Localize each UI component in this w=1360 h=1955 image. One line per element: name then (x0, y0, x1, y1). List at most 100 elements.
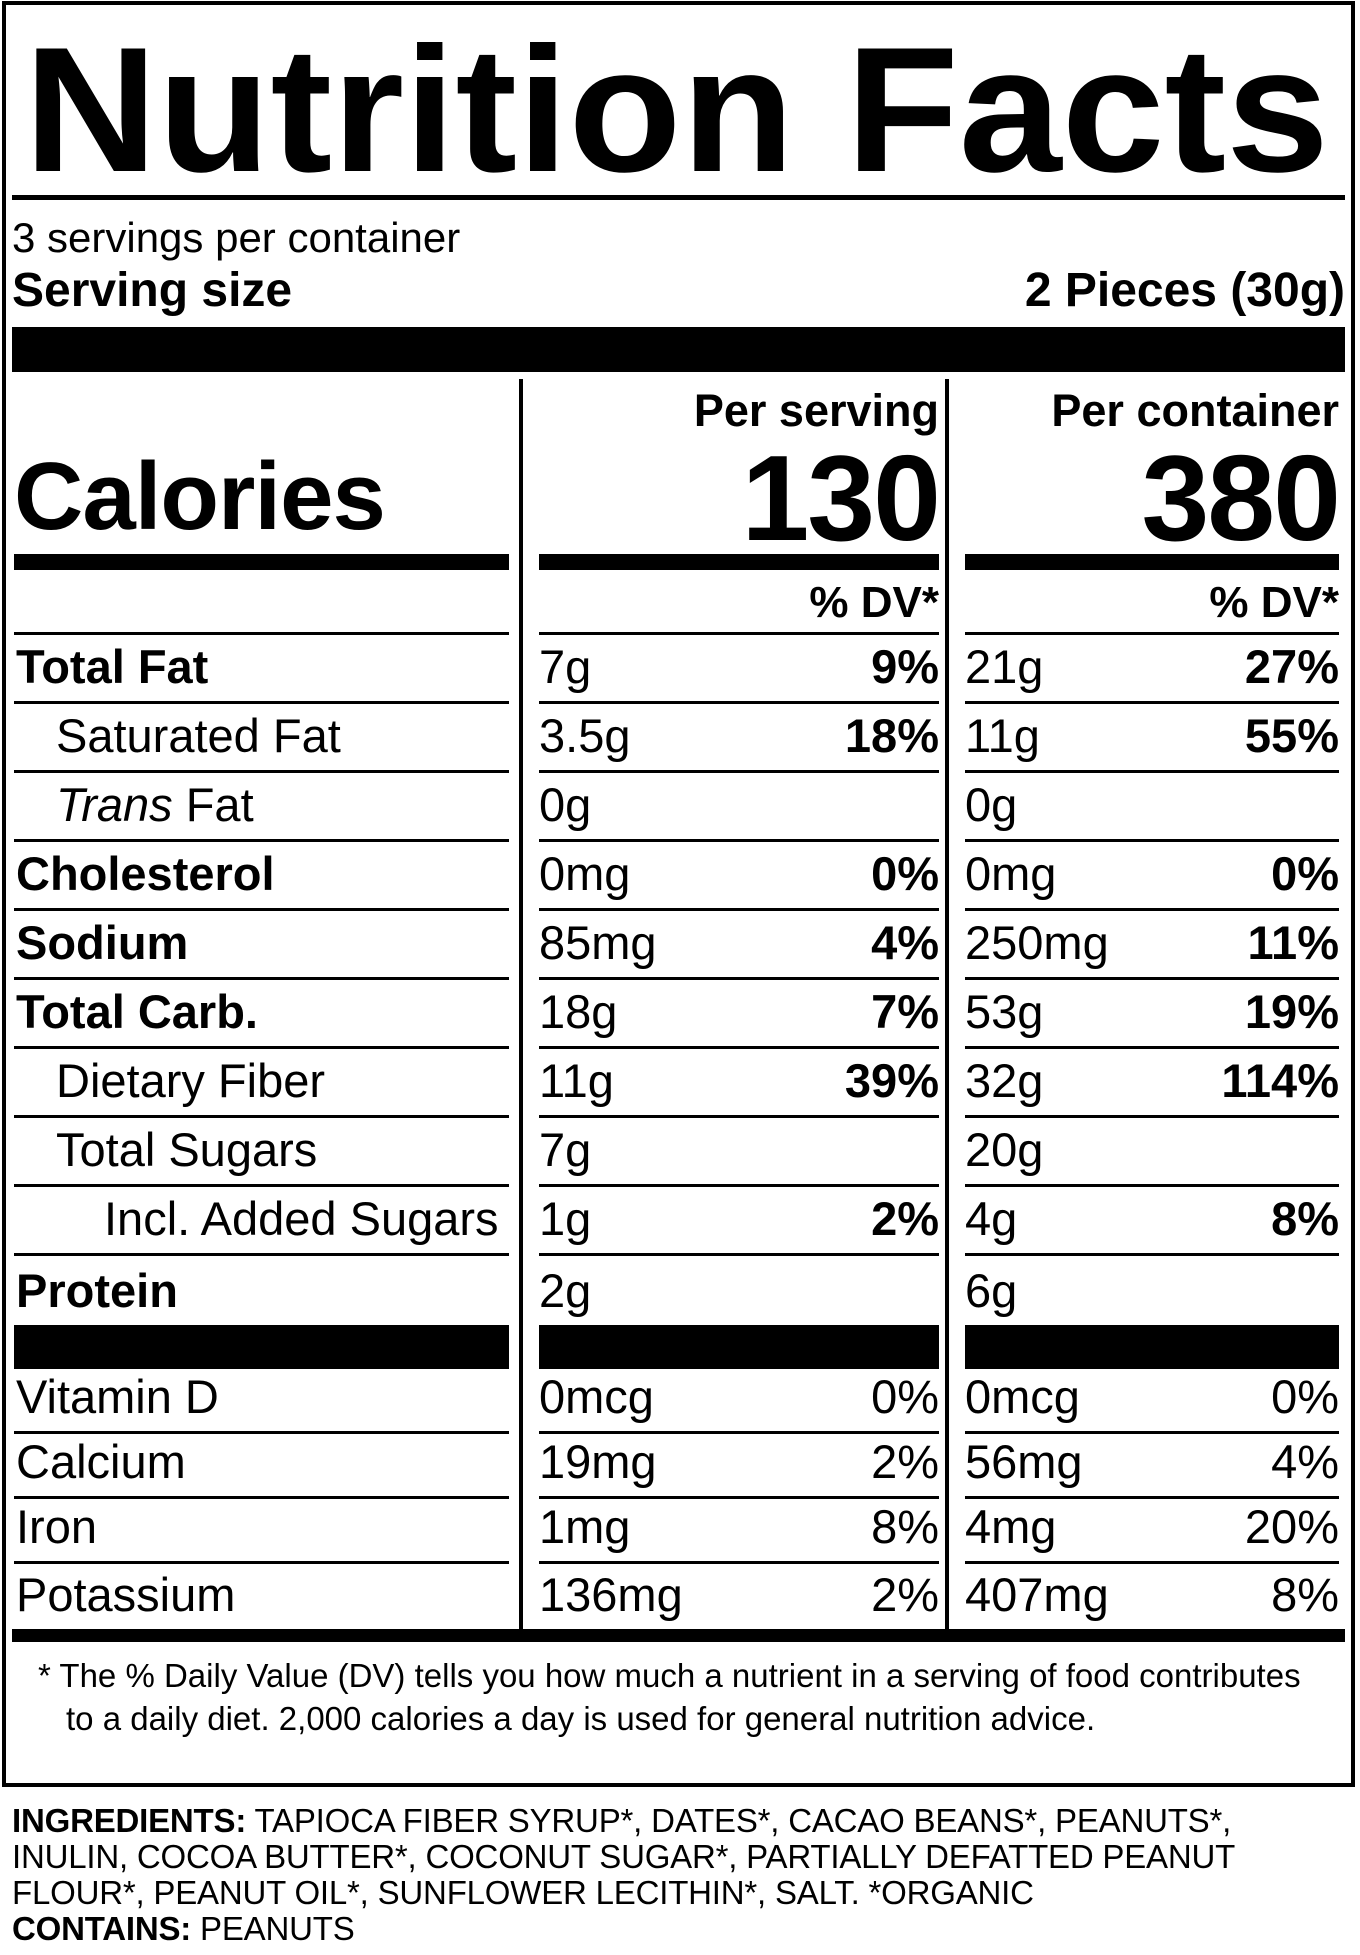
value-row: 0g (539, 773, 939, 842)
daily-value: 0% (1271, 847, 1339, 901)
title-divider (12, 195, 1345, 200)
value-row: 11g 39% (539, 1049, 939, 1118)
nutrient-row-dietary-fiber: Dietary Fiber (14, 1049, 509, 1118)
daily-value: 2% (871, 1192, 939, 1246)
amount: 0g (539, 778, 592, 832)
vitamin-row-calcium: Calcium (14, 1434, 509, 1499)
daily-value: 4% (1271, 1435, 1339, 1489)
section-bar-footnote (12, 1629, 1345, 1642)
vitamin-row-potassium: Potassium (14, 1564, 509, 1629)
amount: 11g (965, 709, 1040, 763)
serving-size-value: 2 Pieces (30g) (1024, 264, 1345, 317)
amount: 7g (539, 640, 592, 694)
amount: 0mcg (539, 1370, 654, 1424)
amount: 1g (539, 1192, 592, 1246)
vitamin-row-vitamin-d: Vitamin D (14, 1369, 509, 1434)
amount: 56mg (965, 1435, 1083, 1489)
per-serving-header: Per serving (693, 385, 939, 436)
daily-value: 114% (1221, 1054, 1339, 1108)
footnote-text: The % Daily Value (DV) tells you how muc… (59, 1657, 1301, 1737)
daily-value: 8% (1271, 1568, 1339, 1622)
dv-header-per-container: % DV* (965, 570, 1339, 635)
value-row: 2g (539, 1256, 939, 1325)
contains-label: CONTAINS: (12, 1910, 192, 1947)
dv-header-per-serving: % DV* (539, 570, 939, 635)
nutrient-name: Potassium (16, 1568, 236, 1622)
nutrition-table: Calories Total Fat Saturated Fat Trans F… (12, 379, 1345, 1629)
value-row: 0g (965, 773, 1339, 842)
amount: 0mg (539, 847, 631, 901)
nutrient-row-protein: Protein (14, 1256, 509, 1325)
amount: 19mg (539, 1435, 657, 1489)
calories-rule (14, 554, 509, 570)
amount: 4g (965, 1192, 1018, 1246)
section-bar-vitamins (14, 1325, 509, 1369)
per-container-header: Per container (1051, 385, 1339, 436)
trans-rest: Fat (172, 778, 254, 832)
value-row: 6g (965, 1256, 1339, 1325)
nutrient-name: Trans Fat (16, 778, 254, 832)
daily-value: 2% (871, 1435, 939, 1489)
daily-value: 0% (1271, 1370, 1339, 1424)
daily-value: 39% (844, 1054, 939, 1108)
amount: 85mg (539, 916, 657, 970)
vitamin-row-iron: Iron (14, 1499, 509, 1564)
daily-value: 11% (1247, 916, 1339, 970)
nutrition-facts-label: Nutrition Facts 3 servings per container… (2, 1, 1355, 1787)
value-row: 0mcg 0% (539, 1369, 939, 1434)
amount: 2g (539, 1264, 592, 1318)
calories-rule (965, 554, 1339, 570)
nutrient-row-total-sugars: Total Sugars (14, 1118, 509, 1187)
amount: 11g (539, 1054, 614, 1108)
amount: 0g (965, 778, 1018, 832)
amount: 4mg (965, 1500, 1057, 1554)
column-per-serving: Per serving 130 % DV* 7g 9% 3.5g 18% 0g 0m… (519, 379, 945, 1629)
daily-value: 55% (1244, 709, 1339, 763)
nutrient-row-added-sugars: Incl. Added Sugars (14, 1187, 509, 1256)
value-row: 18g 7% (539, 980, 939, 1049)
daily-value: 7% (871, 985, 939, 1039)
daily-value: 8% (1271, 1192, 1339, 1246)
calories-per-serving-value: 130 (741, 429, 941, 566)
nutrient-name: Dietary Fiber (56, 1054, 326, 1108)
daily-value: 2% (871, 1568, 939, 1622)
value-row: 0mg 0% (539, 842, 939, 911)
daily-value: 0% (871, 847, 939, 901)
value-row: 0mg 0% (965, 842, 1339, 911)
daily-value: 18% (844, 709, 939, 763)
amount: 20g (965, 1123, 1044, 1177)
column-nutrients: Calories Total Fat Saturated Fat Trans F… (12, 379, 519, 1629)
serving-size-row: Serving size 2 Pieces (30g) (12, 264, 1345, 318)
amount: 0mcg (965, 1370, 1080, 1424)
nutrient-name: Total Carb. (16, 985, 258, 1039)
nutrient-row-saturated-fat: Saturated Fat (14, 704, 509, 773)
calories-cell: Calories (14, 379, 509, 554)
nutrient-row-cholesterol: Cholesterol (14, 842, 509, 911)
amount: 1mg (539, 1500, 631, 1554)
nutrient-row-total-carb: Total Carb. (14, 980, 509, 1049)
daily-value: 27% (1244, 640, 1339, 694)
calories-per-container-value: 380 (1141, 429, 1341, 566)
value-row: 250mg 11% (965, 911, 1339, 980)
nutrient-name: Iron (16, 1500, 97, 1554)
value-row: 1mg 8% (539, 1499, 939, 1564)
calories-per-serving-cell: Per serving 130 (539, 379, 941, 566)
value-row: 1g 2% (539, 1187, 939, 1256)
nutrient-row-trans-fat: Trans Fat (14, 773, 509, 842)
value-row: 3.5g 18% (539, 704, 939, 773)
nutrient-name: Vitamin D (16, 1370, 219, 1424)
section-bar-vitamins (965, 1325, 1339, 1369)
value-row: 53g 19% (965, 980, 1339, 1049)
amount: 18g (539, 985, 618, 1039)
amount: 0mg (965, 847, 1057, 901)
daily-value: 9% (871, 640, 939, 694)
nutrient-name: Total Fat (16, 640, 209, 694)
amount: 32g (965, 1054, 1044, 1108)
nutrient-name: Incl. Added Sugars (104, 1192, 499, 1246)
contains-line: CONTAINS: PEANUTS (12, 1911, 1354, 1947)
serving-size-label: Serving size (12, 264, 293, 317)
daily-value: 4% (871, 916, 939, 970)
daily-value: 19% (1244, 985, 1339, 1039)
amount: 3.5g (539, 709, 631, 763)
dv-header-spacer (14, 570, 509, 635)
